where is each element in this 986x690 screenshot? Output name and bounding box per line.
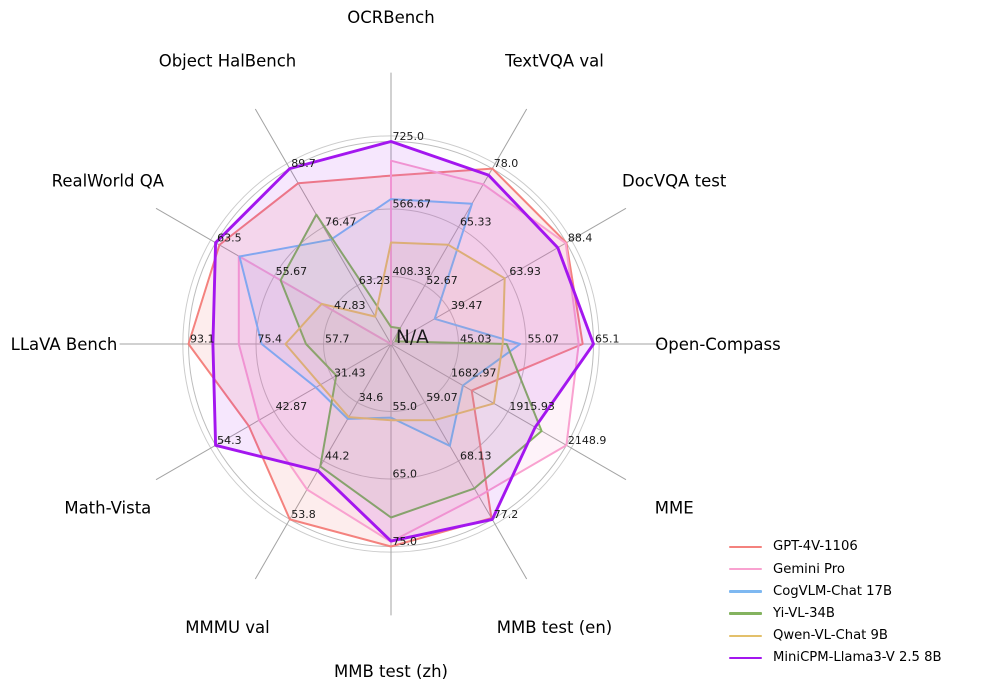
tick-label: 76.47 — [325, 216, 357, 229]
tick-label: 408.33 — [393, 265, 432, 278]
tick-label: 2148.9 — [568, 434, 607, 447]
tick-label: 65.0 — [393, 468, 418, 481]
axis-spoke — [254, 343, 392, 580]
tick-label: 75.0 — [393, 535, 418, 548]
tick-label: 59.07 — [426, 391, 458, 404]
axis-title: MMMU val — [185, 618, 270, 637]
tick-label: 65.1 — [595, 333, 620, 346]
tick-label: 55.0 — [393, 400, 418, 413]
tick-label: 63.5 — [217, 231, 242, 244]
legend-label: Gemini Pro — [773, 561, 845, 577]
legend-item-5: MiniCPM-Llama3-V 2.5 8B — [729, 647, 942, 669]
tick-label: 68.13 — [460, 449, 492, 462]
tick-label: 1915.93 — [509, 400, 555, 413]
axis-spoke — [390, 207, 627, 345]
axis-title: Open-Compass — [655, 335, 781, 354]
series-polygon-4 — [284, 241, 506, 422]
tick-label: 65.33 — [460, 216, 492, 229]
axis-spoke — [390, 108, 528, 345]
tick-label: 566.67 — [393, 198, 432, 211]
tick-label: 63.23 — [359, 274, 391, 287]
tick-label: 47.83 — [334, 299, 366, 312]
axis-title: OCRBench — [347, 8, 434, 27]
legend-label: MiniCPM-Llama3-V 2.5 8B — [773, 650, 942, 666]
tick-label: 55.67 — [276, 265, 308, 278]
legend-swatch — [729, 634, 762, 638]
tick-label: 88.4 — [568, 231, 593, 244]
axis-title: DocVQA test — [622, 171, 727, 190]
axis-title: MME — [655, 498, 694, 517]
legend-label: Yi-VL-34B — [773, 606, 835, 622]
series-polygon-3 — [279, 213, 543, 519]
legend-label: GPT-4V-1106 — [773, 539, 858, 555]
tick-label: 54.3 — [217, 434, 242, 447]
legend-item-3: Yi-VL-34B — [729, 603, 942, 625]
tick-label: 63.93 — [509, 265, 541, 278]
tick-label: 78.0 — [494, 157, 519, 170]
legend-swatch — [729, 568, 762, 571]
tick-label: 52.67 — [426, 274, 458, 287]
tick-label: 75.4 — [258, 333, 283, 346]
axis-title: LLaVA Bench — [11, 335, 118, 354]
axis-title: Math-Vista — [64, 498, 151, 517]
axis-title: MMB test (en) — [497, 618, 612, 637]
axis-title: RealWorld QA — [52, 171, 165, 190]
tick-label: 45.03 — [460, 333, 492, 346]
tick-label: 93.1 — [190, 333, 215, 346]
tick-label: 34.6 — [359, 391, 384, 404]
axis-title: TextVQA val — [504, 52, 604, 71]
legend-item-4: Qwen-VL-Chat 9B — [729, 625, 942, 647]
series-polygon-2 — [238, 198, 522, 447]
tick-label: 55.07 — [528, 333, 560, 346]
axis-title: Object HalBench — [159, 52, 297, 71]
tick-label: 39.47 — [451, 299, 483, 312]
legend-item-1: Gemini Pro — [729, 558, 942, 580]
axis-spoke — [155, 343, 392, 481]
tick-label: 31.43 — [334, 366, 366, 379]
axis-spoke — [390, 343, 528, 580]
legend-swatch — [729, 612, 762, 615]
legend-item-0: GPT-4V-1106 — [729, 536, 942, 558]
tick-label: 53.8 — [291, 508, 316, 521]
legend-label: CogVLM-Chat 17B — [773, 583, 892, 599]
legend-swatch — [729, 545, 762, 549]
tick-label: 89.7 — [291, 157, 316, 170]
tick-label: 42.87 — [276, 400, 308, 413]
legend-label: Qwen-VL-Chat 9B — [773, 628, 888, 644]
tick-label: 77.2 — [494, 508, 519, 521]
axis-spoke — [390, 343, 627, 481]
axis-title: MMB test (zh) — [334, 662, 448, 681]
legend-item-2: CogVLM-Chat 17B — [729, 580, 942, 602]
legend: GPT-4V-1106 Gemini Pro CogVLM-Chat 17B Yi-V… — [729, 536, 942, 669]
legend-swatch — [729, 656, 762, 660]
tick-label: 1682.97 — [451, 366, 497, 379]
tick-label: 57.7 — [325, 333, 350, 346]
series-polygon-5 — [211, 140, 595, 543]
legend-swatch — [729, 590, 762, 593]
tick-label: 725.0 — [393, 130, 425, 143]
center-na-label: N/A — [396, 327, 429, 348]
tick-label: 44.2 — [325, 449, 350, 462]
